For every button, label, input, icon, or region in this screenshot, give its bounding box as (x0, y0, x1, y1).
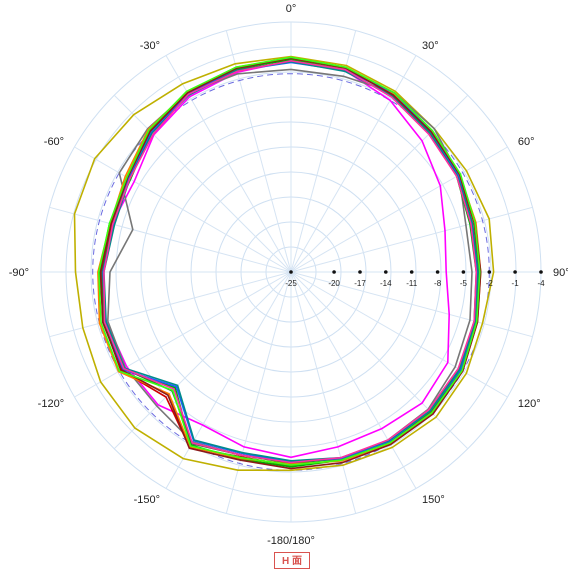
angle-label: -30° (140, 40, 160, 52)
plane-badge: H 面 (274, 552, 310, 569)
r-tick-dot (384, 270, 388, 274)
grid-spoke (113, 94, 292, 273)
grid-spoke (290, 206, 533, 273)
r-tick-label: -8 (434, 279, 442, 288)
r-tick-dot (487, 270, 492, 274)
r-tick-dot (409, 270, 414, 274)
angle-label: 30° (422, 40, 439, 52)
angle-label: -180/180° (267, 535, 315, 547)
angle-label: 150° (422, 494, 445, 506)
series-line-11 (103, 59, 478, 464)
grid-spoke (225, 271, 292, 514)
r-tick-label: -17 (354, 279, 366, 288)
r-tick-label: -4 (537, 279, 545, 288)
grid-spoke (165, 55, 292, 273)
angle-labels: 0° 30° 60° 90° 120° 150° -180/180° -150° -120° -9… (9, 3, 568, 547)
grid-spoke (74, 146, 292, 273)
r-tick-dot (539, 270, 543, 274)
r-tick-label: -11 (406, 279, 418, 288)
series-line-3 (107, 68, 473, 463)
angle-label: 0° (286, 3, 297, 15)
grid-spoke (290, 271, 417, 489)
r-tick-dot (332, 270, 336, 274)
series-line-10 (99, 57, 482, 470)
angle-label: -90° (9, 267, 29, 279)
r-tick-label: -1 (512, 279, 520, 288)
angle-label: -60° (44, 136, 64, 148)
r-tick-label: -20 (328, 279, 340, 288)
angle-label: 90° (553, 267, 568, 279)
grid-spoke (290, 271, 508, 398)
grid-spoke (49, 206, 292, 273)
series-group (73, 55, 495, 472)
grid-spoke (113, 271, 292, 450)
grid-spoke (74, 271, 292, 398)
grid-spoke (290, 146, 508, 273)
grid-spoke (165, 271, 292, 489)
grid-spoke (290, 271, 533, 338)
r-tick-label: -5 (460, 279, 468, 288)
grid-spoke (290, 271, 469, 450)
r-tick-dot (513, 270, 517, 274)
r-tick-dot (358, 270, 362, 274)
grid-spoke (290, 55, 417, 273)
r-tick-dot (435, 270, 440, 274)
grid-spoke (49, 271, 292, 338)
series-line-1 (100, 59, 451, 459)
angle-label: -150° (134, 494, 160, 506)
r-tick-label: -2 (486, 279, 494, 288)
grid-spoke (290, 271, 357, 514)
grid-spoke (290, 94, 469, 273)
angle-label: 60° (518, 136, 535, 148)
angle-label: -120° (38, 398, 64, 410)
angle-label: 120° (518, 398, 541, 410)
series-line-12 (98, 56, 481, 466)
r-tick-label: -14 (380, 279, 392, 288)
r-tick-dot (461, 270, 466, 274)
radial-ticks: -25 -20 -17 -14 -11 -8 -5 -2 -1 -4 (285, 270, 545, 288)
r-tick-dot (289, 270, 293, 274)
r-tick-label: -25 (285, 279, 297, 288)
